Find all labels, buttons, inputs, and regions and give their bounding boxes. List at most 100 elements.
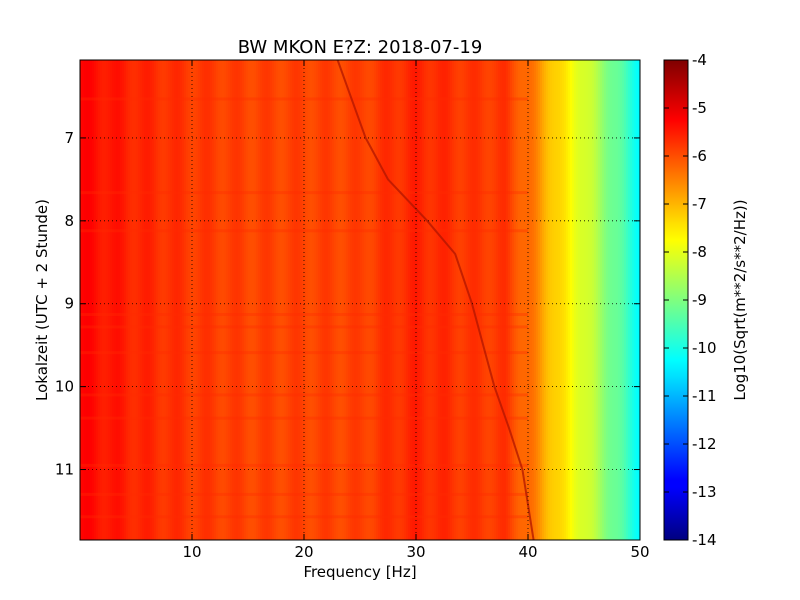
spectrogram-heatmap	[80, 60, 640, 540]
heatmap-column	[378, 60, 381, 540]
heatmap-column	[472, 60, 475, 540]
heatmap-column	[336, 60, 339, 540]
heatmap-column	[306, 60, 309, 540]
heatmap-column	[280, 60, 283, 540]
heatmap-column	[628, 60, 631, 540]
colorbar-tick-label: -5	[692, 99, 707, 117]
heatmap-column	[174, 60, 177, 540]
heatmap-column	[294, 60, 297, 540]
heatmap-column	[554, 60, 557, 540]
heatmap-column	[448, 60, 451, 540]
heatmap-column	[614, 60, 617, 540]
heatmap-column	[266, 60, 269, 540]
heatmap-column	[118, 60, 121, 540]
heatmap-column	[234, 60, 237, 540]
heatmap-column	[392, 60, 395, 540]
heatmap-column	[350, 60, 353, 540]
heatmap-column	[300, 60, 303, 540]
heatmap-column	[512, 60, 515, 540]
heatmap-column	[610, 60, 613, 540]
heatmap-column	[110, 60, 113, 540]
heatmap-column	[314, 60, 317, 540]
heatmap-column	[514, 60, 517, 540]
heatmap-column	[220, 60, 223, 540]
heatmap-column	[406, 60, 409, 540]
heatmap-column	[488, 60, 491, 540]
x-tick-label: 20	[294, 543, 313, 561]
heatmap-column	[202, 60, 205, 540]
noise-band	[80, 463, 528, 467]
y-axis-label: Lokalzeit (UTC + 2 Stunde)	[33, 199, 51, 401]
heatmap-column	[298, 60, 301, 540]
heatmap-column	[100, 60, 103, 540]
y-tick-label: 8	[64, 212, 74, 230]
heatmap-column	[522, 60, 525, 540]
heatmap-column	[312, 60, 315, 540]
heatmap-column	[440, 60, 443, 540]
heatmap-column	[332, 60, 335, 540]
heatmap-column	[134, 60, 137, 540]
colorbar-tick-label: -4	[692, 51, 707, 69]
heatmap-column	[286, 60, 289, 540]
heatmap-column	[208, 60, 211, 540]
heatmap-column	[586, 60, 589, 540]
heatmap-column	[518, 60, 521, 540]
heatmap-column	[86, 60, 89, 540]
heatmap-column	[452, 60, 455, 540]
heatmap-column	[192, 60, 195, 540]
heatmap-column	[408, 60, 411, 540]
heatmap-column	[166, 60, 169, 540]
heatmap-column	[634, 60, 637, 540]
heatmap-column	[90, 60, 93, 540]
heatmap-column	[98, 60, 101, 540]
colorbar-tick-label: -7	[692, 195, 707, 213]
heatmap-column	[568, 60, 571, 540]
heatmap-column	[562, 60, 565, 540]
heatmap-column	[416, 60, 419, 540]
heatmap-column	[92, 60, 95, 540]
colorbar-tick-label: -14	[692, 531, 717, 549]
heatmap-column	[478, 60, 481, 540]
heatmap-column	[460, 60, 463, 540]
heatmap-column	[322, 60, 325, 540]
heatmap-column	[356, 60, 359, 540]
noise-band	[80, 393, 528, 397]
heatmap-column	[160, 60, 163, 540]
heatmap-column	[138, 60, 141, 540]
heatmap-column	[530, 60, 533, 540]
heatmap-column	[510, 60, 513, 540]
heatmap-column	[588, 60, 591, 540]
heatmap-column	[390, 60, 393, 540]
heatmap-column	[486, 60, 489, 540]
heatmap-column	[354, 60, 357, 540]
heatmap-column	[528, 60, 531, 540]
heatmap-column	[254, 60, 257, 540]
heatmap-column	[578, 60, 581, 540]
heatmap-column	[388, 60, 391, 540]
heatmap-column	[516, 60, 519, 540]
heatmap-column	[364, 60, 367, 540]
heatmap-column	[222, 60, 225, 540]
heatmap-column	[492, 60, 495, 540]
heatmap-column	[170, 60, 173, 540]
heatmap-column	[82, 60, 85, 540]
heatmap-column	[162, 60, 165, 540]
heatmap-column	[622, 60, 625, 540]
heatmap-column	[636, 60, 639, 540]
heatmap-column	[580, 60, 583, 540]
chart-title: BW MKON E?Z: 2018-07-19	[238, 37, 483, 58]
heatmap-column	[366, 60, 369, 540]
heatmap-column	[520, 60, 523, 540]
heatmap-column	[114, 60, 117, 540]
heatmap-column	[484, 60, 487, 540]
heatmap-column	[534, 60, 537, 540]
y-tick-label: 7	[64, 129, 74, 147]
heatmap-column	[184, 60, 187, 540]
heatmap-column	[496, 60, 499, 540]
heatmap-column	[598, 60, 601, 540]
heatmap-column	[154, 60, 157, 540]
heatmap-column	[152, 60, 155, 540]
heatmap-column	[446, 60, 449, 540]
heatmap-column	[606, 60, 609, 540]
